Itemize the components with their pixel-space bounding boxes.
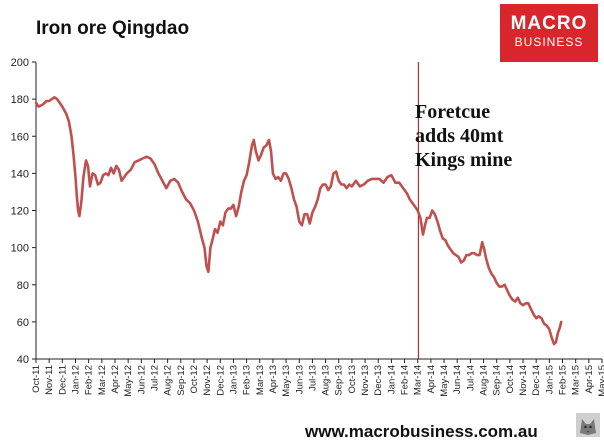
x-tick-label: May-13 — [281, 365, 292, 397]
annotation-line-3: Kings mine — [415, 149, 513, 171]
x-tick-label: May-12 — [123, 365, 134, 397]
series-line-0 — [34, 96, 563, 346]
x-tick-label: Jul-12 — [149, 365, 160, 391]
y-axis-ticks: 40 60 80 100 120 140 160 180 200 — [11, 57, 36, 366]
x-tick-label: Mar-12 — [97, 365, 108, 395]
x-tick-label: Jun-13 — [294, 365, 305, 394]
x-tick-label: May-15 — [597, 365, 604, 397]
x-tick-label: Jun-14 — [452, 365, 463, 394]
x-tick-label: Feb-12 — [84, 365, 95, 395]
x-axis-ticks: Oct-11 Nov-11 Dec-11 Jan-12 Feb-12 Mar-12 Apr-… — [31, 359, 604, 397]
y-tick-label: 80 — [17, 280, 29, 292]
logo-line-1: MACRO — [510, 13, 588, 34]
x-tick-label: Feb-14 — [400, 365, 411, 395]
x-tick-label: Mar-14 — [413, 365, 424, 395]
x-tick-label: Nov-12 — [202, 365, 213, 396]
x-tick-label: Mar-13 — [255, 365, 266, 395]
x-tick-label: Jan-15 — [544, 365, 555, 394]
x-tick-label: Aug-13 — [321, 365, 332, 396]
y-tick-label: 200 — [11, 57, 29, 69]
x-tick-label: Feb-13 — [242, 365, 253, 395]
chart-annotation: Foretcue adds 40mt Kings mine — [415, 100, 512, 172]
x-tick-label: Jul-14 — [465, 365, 476, 391]
macrobusiness-logo: MACRO BUSINESS — [500, 4, 598, 62]
x-tick-label: May-14 — [439, 365, 450, 397]
x-tick-label: Aug-14 — [479, 365, 490, 396]
chart-title: Iron ore Qingdao — [36, 18, 190, 39]
logo-line-2: BUSINESS — [514, 35, 584, 49]
x-tick-label: Apr-12 — [110, 365, 121, 394]
x-tick-label: Sep-14 — [492, 365, 503, 396]
x-tick-label: Nov-11 — [44, 365, 55, 395]
series-group — [34, 96, 563, 346]
footer-url[interactable]: www.macrobusiness.com.au — [305, 422, 538, 441]
x-tick-label: Apr-14 — [426, 365, 437, 394]
x-tick-label: Apr-13 — [268, 365, 279, 394]
x-tick-label: Dec-13 — [373, 365, 384, 396]
x-tick-label: Oct-11 — [31, 365, 42, 393]
y-tick-label: 60 — [17, 317, 29, 329]
wolf-logo-icon — [576, 413, 600, 437]
y-tick-label: 100 — [11, 243, 29, 255]
x-tick-label: Aug-12 — [163, 365, 174, 396]
x-tick-label: Feb-15 — [558, 365, 569, 395]
x-tick-label: Dec-14 — [531, 365, 542, 396]
annotation-line-2: adds 40mt — [415, 125, 504, 147]
y-tick-label: 160 — [11, 131, 29, 143]
x-tick-label: Apr-15 — [584, 365, 595, 394]
x-tick-label: Nov-14 — [518, 365, 529, 396]
x-tick-label: Jan-13 — [228, 365, 239, 394]
x-tick-label: Dec-11 — [57, 365, 68, 395]
x-tick-label: Oct-14 — [505, 365, 516, 394]
x-tick-label: Oct-13 — [347, 365, 358, 394]
x-tick-label: Jul-13 — [307, 365, 318, 391]
x-tick-label: Jan-14 — [386, 365, 397, 394]
annotation-line-1: Foretcue — [415, 101, 491, 123]
x-tick-label: Jun-12 — [136, 365, 147, 394]
x-tick-label: Mar-15 — [571, 365, 582, 395]
x-tick-label: Nov-13 — [360, 365, 371, 396]
x-tick-label: Jan-12 — [70, 365, 81, 394]
y-tick-label: 120 — [11, 206, 29, 218]
y-tick-label: 140 — [11, 168, 29, 180]
x-tick-label: Oct-12 — [189, 365, 200, 394]
x-tick-label: Sep-13 — [334, 365, 345, 396]
x-tick-label: Sep-12 — [176, 365, 187, 396]
y-tick-label: 180 — [11, 94, 29, 106]
chart-axes — [35, 62, 602, 360]
x-tick-label: Dec-12 — [215, 365, 226, 396]
y-tick-label: 40 — [17, 354, 29, 366]
